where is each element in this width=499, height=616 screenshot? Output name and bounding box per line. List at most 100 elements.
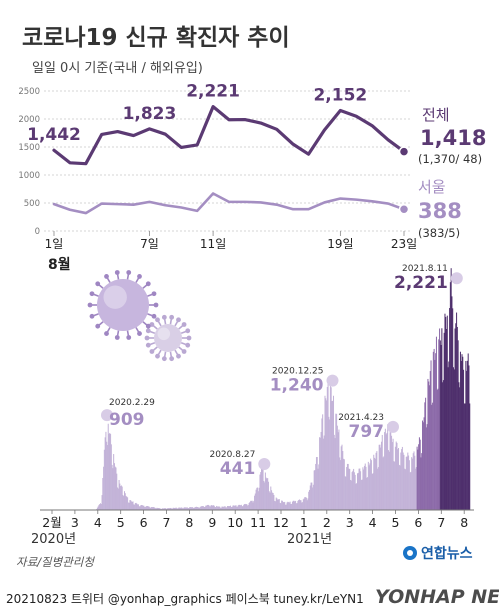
daily-case-bar [402,452,404,510]
daily-case-bar [209,506,211,510]
daily-case-bar [200,506,202,510]
source-note: 자료/질병관리청 [16,555,95,569]
bar-xtick-label: 3 [346,515,354,530]
daily-case-bar [155,508,157,510]
daily-case-bar [377,468,379,510]
daily-case-bar [219,507,221,510]
daily-case-bar [309,485,311,510]
daily-case-bar [446,315,448,510]
daily-case-bar [374,457,376,510]
annotation-date: 2020.2.29 [109,398,155,408]
daily-case-bar [257,491,259,510]
daily-case-bar [297,500,299,510]
daily-case-bar [213,505,215,510]
daily-case-bar [360,479,362,510]
daily-case-bar [365,466,367,510]
daily-case-bar [429,371,431,510]
daily-case-bar [390,428,392,510]
daily-case-bar [285,504,287,510]
daily-case-bar [112,468,114,510]
daily-case-bar [264,482,266,510]
daily-case-bar [445,316,447,510]
daily-case-bar [456,312,458,510]
daily-case-bar [288,502,290,510]
daily-case-bar [393,461,395,510]
daily-case-bar [206,505,208,510]
daily-case-bar [399,465,401,510]
daily-case-bar [398,464,400,510]
daily-case-bar [213,505,215,510]
daily-case-bar [215,507,217,510]
daily-case-bar [319,437,321,510]
daily-case-bar [236,506,238,510]
daily-case-bar [368,465,370,510]
seoul-series-line [52,192,406,215]
daily-case-bar [322,438,324,510]
daily-case-bar [268,491,270,510]
line-xtick-label: 1일 [45,237,64,251]
daily-case-bar [189,507,191,510]
daily-case-bar [220,507,222,510]
daily-case-bar [126,496,128,510]
daily-case-bar [247,505,249,510]
daily-case-bar [162,508,164,510]
daily-case-bar [251,500,253,510]
daily-case-bar [274,500,276,510]
daily-case-bar [282,501,284,510]
daily-case-bar [225,507,227,510]
daily-case-bar [164,508,166,510]
daily-case-bar [318,464,320,510]
bar-xtick-label: 6 [414,515,422,530]
seoul-series-value: 388 [418,199,462,223]
daily-case-bar [209,506,211,510]
daily-case-bar [121,486,123,510]
daily-case-bar [296,503,298,510]
daily-case-bar [346,463,348,510]
daily-case-bar [102,477,104,510]
daily-case-bar [413,451,415,510]
daily-case-bar [248,502,250,510]
daily-case-bar [253,500,255,510]
daily-case-bar [195,506,197,510]
daily-case-bar [160,508,162,510]
daily-case-bar [406,456,408,510]
annotation-value: 2,221 [394,273,448,293]
daily-case-bar [134,503,136,510]
daily-case-bar [128,502,130,510]
virus-spike-tip [153,302,159,308]
daily-case-bar [278,499,280,510]
daily-case-bar [165,508,167,510]
daily-case-bar [137,504,139,510]
daily-case-bar [120,485,122,510]
daily-case-bar [289,501,291,510]
daily-case-bar [122,494,124,510]
daily-case-bar [336,425,338,510]
daily-case-bar [181,507,183,510]
daily-case-bar [130,500,132,510]
daily-case-bar [210,505,212,510]
daily-case-bar [272,492,274,510]
daily-case-bar [151,507,153,510]
daily-case-bar [341,444,343,510]
daily-case-bar [465,360,467,510]
daily-case-bar [292,500,294,510]
daily-case-bar [403,454,405,510]
daily-case-bar [334,438,336,510]
daily-case-bar [348,468,350,510]
daily-case-bar [224,506,226,510]
daily-case-bar [149,507,151,510]
daily-case-bar [313,470,315,510]
daily-case-bar [439,340,441,510]
daily-case-bar [219,506,221,510]
daily-case-bar [280,503,282,510]
daily-case-bar [205,505,207,510]
bar-xtick-label: 12 [273,515,289,530]
daily-case-bar [138,506,140,510]
daily-case-bar [166,508,168,510]
daily-case-bar [312,484,314,510]
daily-case-bar [118,479,120,510]
daily-case-bar [415,467,417,510]
daily-case-bar [308,489,311,510]
daily-case-bar [298,499,300,510]
yonhap-logo-icon [403,546,417,560]
